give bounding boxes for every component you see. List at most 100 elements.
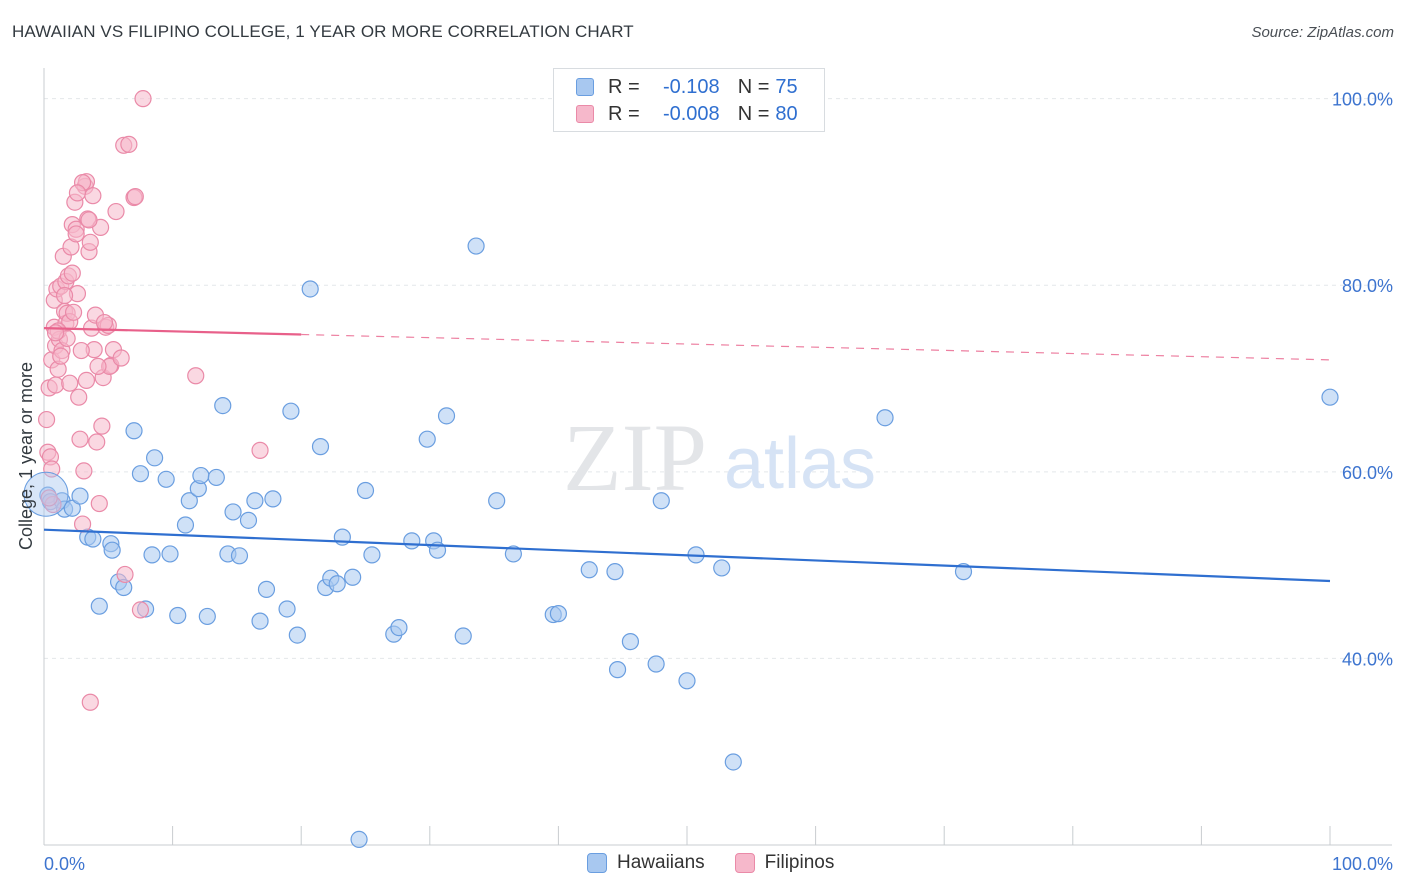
hawaiian-point [328, 575, 346, 593]
hawaiian-point [454, 627, 472, 645]
legend-swatch-pink [576, 105, 594, 123]
hawaiian-point [192, 466, 210, 485]
hawaiian-point [580, 561, 598, 579]
hawaiian-point [278, 600, 296, 618]
hawaiian-point [157, 470, 175, 488]
hawaiian-point [488, 492, 506, 510]
hawaiian-point [621, 633, 640, 651]
filipino-point [93, 417, 111, 435]
trend-layer [43, 327, 1331, 583]
hawaiian-point [257, 580, 276, 598]
legend-r-label: R = [608, 102, 640, 125]
hawaiian-point [390, 619, 408, 637]
legend-label-hawaiians: Hawaiians [617, 852, 705, 873]
y-tick-label: 100.0% [1332, 90, 1393, 110]
filipino-point [73, 515, 92, 533]
y-axis-label: College, 1 year or more [16, 362, 36, 550]
filipino-point [134, 90, 152, 108]
legend-r-value: -0.008 [662, 102, 720, 125]
legend-swatch-blue [576, 78, 594, 96]
hawaiian-point [652, 492, 670, 510]
filipino-point [64, 303, 83, 321]
hawaiian-point [230, 547, 249, 565]
hawaiian-point [467, 237, 485, 255]
source-note: Source: ZipAtlas.com [1251, 24, 1394, 41]
legend-n-label: N = [737, 75, 770, 98]
hawaiian-point [180, 492, 198, 510]
filipino-point [107, 202, 125, 221]
filipino-point [89, 357, 107, 376]
legend-swatch-blue [587, 853, 607, 873]
filipino-point [72, 341, 90, 360]
legend-item-hawaiians[interactable]: Hawaiians [587, 852, 705, 874]
hawaiian-point [207, 468, 225, 487]
hawaiian-point [282, 402, 300, 420]
hawaiian-point [504, 545, 522, 563]
watermark-atlas: atlas [724, 424, 876, 504]
x-tick-label-end: 100.0% [1332, 854, 1393, 874]
filipino-point [52, 347, 70, 365]
hawaiian-point [131, 465, 150, 483]
legend-r-value: -0.108 [662, 75, 720, 98]
chart-title: HAWAIIAN VS FILIPINO COLLEGE, 1 YEAR OR … [12, 22, 634, 41]
filipino-point [70, 388, 88, 406]
hawaiian-point [145, 449, 164, 467]
filipino-point [81, 693, 99, 711]
trend-line-hawaiians [43, 528, 1331, 583]
hawaiian-point [246, 492, 264, 510]
hawaiian-point [288, 626, 306, 644]
hawaiian-point [724, 753, 742, 771]
filipino-point [40, 489, 58, 507]
hawaiian-point [214, 396, 232, 415]
filipino-point [80, 211, 98, 229]
hawaiian-point [608, 661, 627, 679]
stats-legend: R = -0.108 N = 75 R = -0.008 N = 80 [553, 68, 825, 132]
y-tick-label: 80.0% [1342, 276, 1393, 296]
filipino-point [112, 349, 130, 367]
filipino-point [88, 433, 106, 451]
hawaiian-point [1321, 388, 1339, 406]
hawaiian-point [356, 481, 375, 500]
legend-item-filipinos[interactable]: Filipinos [734, 852, 835, 874]
hawaiian-point [143, 546, 161, 564]
hawaiian-point [103, 541, 121, 559]
hawaiian-point [71, 487, 89, 505]
filipino-point [187, 367, 205, 385]
hawaiian-point [647, 655, 665, 673]
filipino-point [90, 494, 108, 513]
hawaiian-point [678, 672, 696, 690]
filipino-point [55, 286, 74, 305]
filipino-point [126, 188, 144, 206]
hawaiian-point [606, 563, 624, 581]
grid-layer [44, 98, 1392, 659]
hawaiian-point [251, 612, 269, 630]
filipino-point [43, 460, 61, 478]
hawaiian-point [224, 503, 242, 521]
filipino-point [63, 264, 81, 282]
hawaiian-point [437, 407, 456, 425]
legend-r-label: R = [608, 75, 640, 98]
hawaiian-point [350, 830, 368, 849]
hawaiian-point [954, 563, 973, 581]
trend-line-filipinos-solid [43, 327, 302, 336]
filipino-point [116, 565, 134, 584]
hawaiian-point [403, 532, 421, 550]
hawaiian-point [344, 568, 362, 586]
filipino-point [131, 601, 150, 619]
hawaiian-point [161, 545, 179, 563]
legend-label-filipinos: Filipinos [764, 852, 835, 873]
hawaiian-point [311, 438, 330, 456]
x-tick-label-start: 0.0% [44, 854, 85, 874]
hawaiian-point [169, 606, 187, 625]
watermark-zip: ZIP [563, 404, 707, 511]
legend-swatch-pink [734, 853, 755, 873]
filipino-point [81, 233, 99, 251]
filipino-point [120, 135, 138, 153]
filipino-point [68, 184, 87, 202]
hawaiian-point [301, 280, 319, 298]
hawaiian-point [63, 499, 81, 517]
hawaiian-point-large [23, 471, 69, 517]
hawaiian-point [125, 422, 143, 440]
filipino-point [61, 374, 79, 392]
